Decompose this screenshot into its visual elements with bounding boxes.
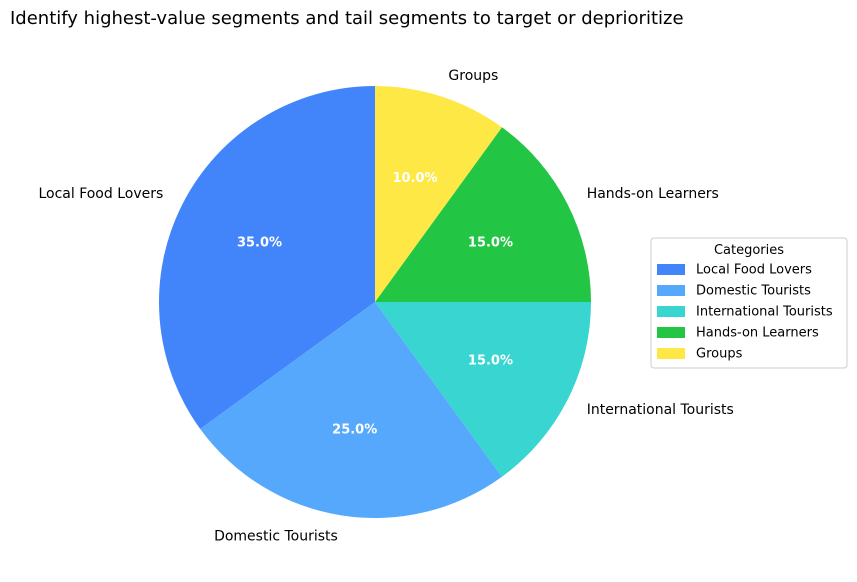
legend-swatch-local-food-lovers (657, 264, 685, 275)
category-label-domestic-tourists: Domestic Tourists (214, 529, 338, 545)
legend-frame (650, 237, 848, 369)
percent-label-international-tourists: 15.0% (468, 353, 513, 368)
legend-swatch-domestic-tourists (657, 285, 685, 296)
legend: Categories Local Food Lovers Domestic Tou… (650, 237, 848, 369)
percent-label-local-food-lovers: 35.0% (237, 236, 282, 251)
pie-slice-international-tourists (375, 302, 591, 477)
category-label-international-tourists: International Tourists (587, 402, 734, 418)
legend-title: Categories (714, 243, 784, 258)
pie-slices (159, 86, 591, 518)
percent-label-hands-on-learners: 15.0% (468, 236, 513, 251)
legend-swatch-international-tourists (657, 306, 685, 317)
percent-label-groups: 10.0% (392, 171, 437, 186)
pie-slice-local-food-lovers (159, 86, 375, 429)
legend-label-local-food-lovers: Local Food Lovers (696, 263, 812, 278)
legend-label-hands-on-learners: Hands-on Learners (696, 326, 819, 341)
pie-slice-domestic-tourists (200, 302, 502, 518)
category-label-hands-on-learners: Hands-on Learners (587, 186, 719, 202)
category-labels: Local Food Lovers Domestic Tourists Intern… (38, 68, 733, 545)
pie-slice-groups (375, 86, 502, 302)
pie-slice-hands-on-learners (375, 127, 591, 303)
legend-items: Local Food Lovers Domestic Tourists Intern… (657, 263, 833, 362)
legend-label-domestic-tourists: Domestic Tourists (696, 284, 811, 299)
category-label-local-food-lovers: Local Food Lovers (38, 186, 163, 202)
chart-title: Identify highest-value segments and tail… (10, 8, 684, 29)
legend-label-international-tourists: International Tourists (696, 305, 833, 320)
percent-labels: 35.0% 25.0% 15.0% 15.0% 10.0% (237, 171, 513, 437)
legend-swatch-groups (657, 348, 685, 359)
percent-label-domestic-tourists: 25.0% (332, 423, 377, 438)
category-label-groups: Groups (448, 68, 498, 84)
legend-label-groups: Groups (696, 347, 743, 362)
legend-swatch-hands-on-learners (657, 327, 685, 338)
